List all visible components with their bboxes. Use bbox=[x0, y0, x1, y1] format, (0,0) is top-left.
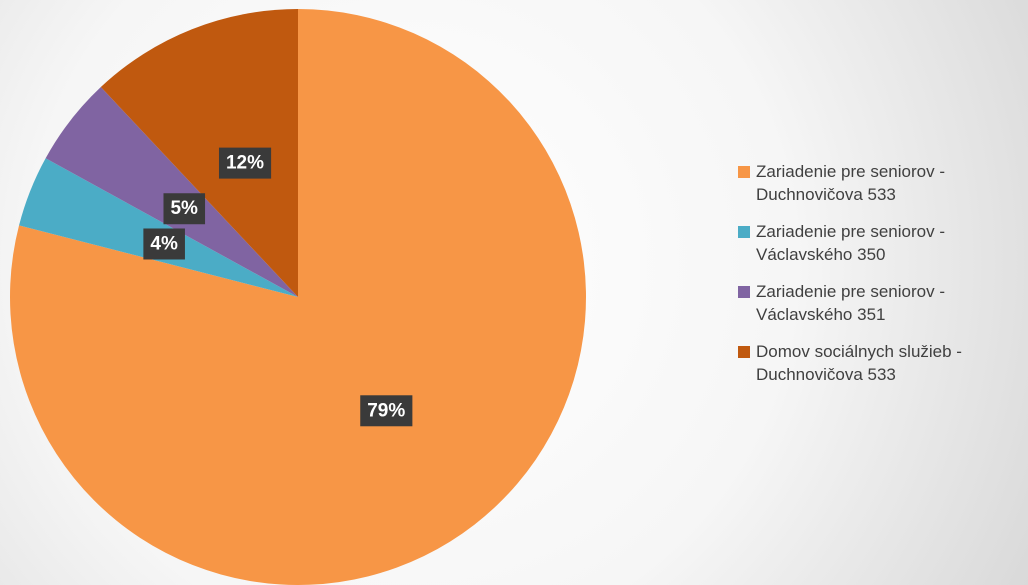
data-label: 4% bbox=[143, 228, 185, 260]
legend-swatch bbox=[738, 346, 750, 358]
pie-slice bbox=[19, 158, 299, 297]
legend-item: Zariadenie pre seniorov - Duchnovičova 5… bbox=[738, 160, 1018, 206]
legend: Zariadenie pre seniorov - Duchnovičova 5… bbox=[738, 160, 1018, 400]
data-label-text: 5% bbox=[170, 198, 198, 219]
legend-swatch bbox=[738, 286, 750, 298]
legend-label: Zariadenie pre seniorov - Václavského 35… bbox=[756, 282, 945, 324]
legend-swatch bbox=[738, 226, 750, 238]
data-label-box bbox=[163, 193, 206, 225]
data-label-box bbox=[218, 147, 272, 179]
legend-label: Zariadenie pre seniorov - Duchnovičova 5… bbox=[756, 162, 945, 204]
legend-item: Zariadenie pre seniorov - Václavského 35… bbox=[738, 280, 1018, 326]
legend-label: Zariadenie pre seniorov - Václavského 35… bbox=[756, 222, 945, 264]
legend-swatch bbox=[738, 166, 750, 178]
data-label-box bbox=[360, 395, 413, 427]
data-label-text: 12% bbox=[226, 153, 264, 174]
pie-slice bbox=[45, 87, 299, 297]
legend-label: Domov sociálnych služieb - Duchnovičova … bbox=[756, 342, 962, 384]
data-label: 12% bbox=[218, 147, 272, 179]
data-label-text: 79% bbox=[367, 400, 405, 421]
legend-item: Zariadenie pre seniorov - Václavského 35… bbox=[738, 220, 1018, 266]
data-label-box bbox=[143, 228, 185, 260]
data-label: 79% bbox=[360, 395, 413, 427]
data-label-text: 4% bbox=[150, 233, 178, 254]
pie-slice bbox=[100, 9, 298, 297]
data-label: 5% bbox=[163, 193, 206, 225]
legend-item: Domov sociálnych služieb - Duchnovičova … bbox=[738, 340, 1018, 386]
